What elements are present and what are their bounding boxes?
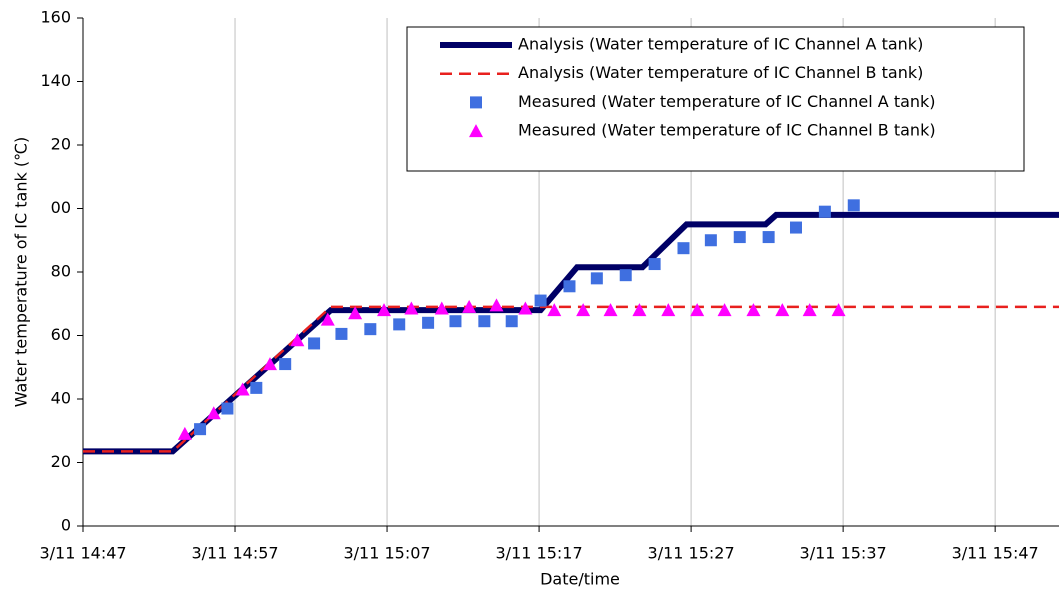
y-tick-label: 0 xyxy=(61,516,71,535)
marker xyxy=(789,221,802,234)
legend: Analysis (Water temperature of IC Channe… xyxy=(406,26,1025,172)
marker xyxy=(677,242,690,255)
marker xyxy=(762,231,775,244)
marker xyxy=(733,231,746,244)
marker xyxy=(489,298,504,312)
y-tick-label: 20 xyxy=(51,452,71,471)
marker xyxy=(335,327,348,340)
marker xyxy=(235,382,250,396)
y-axis-label: Water temperature of IC tank (℃) xyxy=(12,137,31,408)
x-tick-label: 3/11 15:47 xyxy=(952,544,1039,563)
marker xyxy=(404,301,419,315)
marker xyxy=(377,303,392,317)
marker xyxy=(717,303,732,317)
marker xyxy=(619,269,632,282)
x-tick-label: 3/11 14:57 xyxy=(191,544,278,563)
marker xyxy=(320,312,335,326)
marker xyxy=(449,315,462,328)
x-tick-label: 3/11 15:17 xyxy=(496,544,583,563)
marker xyxy=(590,272,603,285)
marker xyxy=(279,358,292,371)
marker xyxy=(818,205,831,218)
series-line xyxy=(83,211,1059,455)
y-tick-label: 40 xyxy=(51,389,71,408)
marker xyxy=(469,124,483,138)
x-tick-label: 3/11 15:37 xyxy=(800,544,887,563)
marker xyxy=(576,303,591,317)
legend-box xyxy=(406,26,1025,172)
marker xyxy=(632,303,647,317)
marker xyxy=(364,323,377,336)
marker xyxy=(547,303,562,317)
marker xyxy=(422,316,435,329)
marker xyxy=(478,315,491,328)
y-tick-label: 80 xyxy=(51,262,71,281)
legend-label: Analysis (Water temperature of IC Channe… xyxy=(518,35,923,54)
marker xyxy=(177,426,192,440)
x-axis-label: Date/time xyxy=(540,570,620,589)
marker xyxy=(434,301,449,315)
marker xyxy=(194,423,207,436)
y-tick-label: 20 xyxy=(51,135,71,154)
marker xyxy=(746,303,761,317)
legend-label: Measured (Water temperature of IC Channe… xyxy=(518,121,936,140)
marker xyxy=(505,315,518,328)
marker xyxy=(290,333,305,347)
marker xyxy=(775,303,790,317)
marker xyxy=(470,96,482,109)
marker xyxy=(250,381,263,394)
marker xyxy=(802,303,817,317)
marker xyxy=(831,303,846,317)
y-tick-label: 60 xyxy=(51,325,71,344)
series-markers xyxy=(194,199,860,436)
marker xyxy=(518,301,533,315)
marker xyxy=(393,318,406,331)
marker xyxy=(603,303,618,317)
marker xyxy=(690,303,705,317)
y-tick-label: 140 xyxy=(40,71,71,90)
marker xyxy=(847,199,860,212)
legend-label: Analysis (Water temperature of IC Channe… xyxy=(518,63,923,82)
marker xyxy=(704,234,717,247)
marker xyxy=(348,306,363,320)
y-tick-label: 00 xyxy=(51,198,71,217)
x-tick-label: 3/11 14:47 xyxy=(39,544,126,563)
marker xyxy=(308,337,321,350)
marker xyxy=(206,406,221,420)
x-tick-label: 3/11 15:07 xyxy=(343,544,430,563)
marker xyxy=(648,258,661,271)
marker xyxy=(534,294,547,307)
y-tick-label: 160 xyxy=(40,8,71,27)
series-markers xyxy=(177,298,846,440)
marker xyxy=(462,299,477,313)
x-tick-label: 3/11 15:27 xyxy=(648,544,735,563)
legend-label: Measured (Water temperature of IC Channe… xyxy=(518,92,936,111)
marker xyxy=(262,357,277,371)
marker xyxy=(563,280,576,293)
marker xyxy=(661,303,676,317)
marker xyxy=(221,402,234,415)
series-line xyxy=(83,305,1059,453)
